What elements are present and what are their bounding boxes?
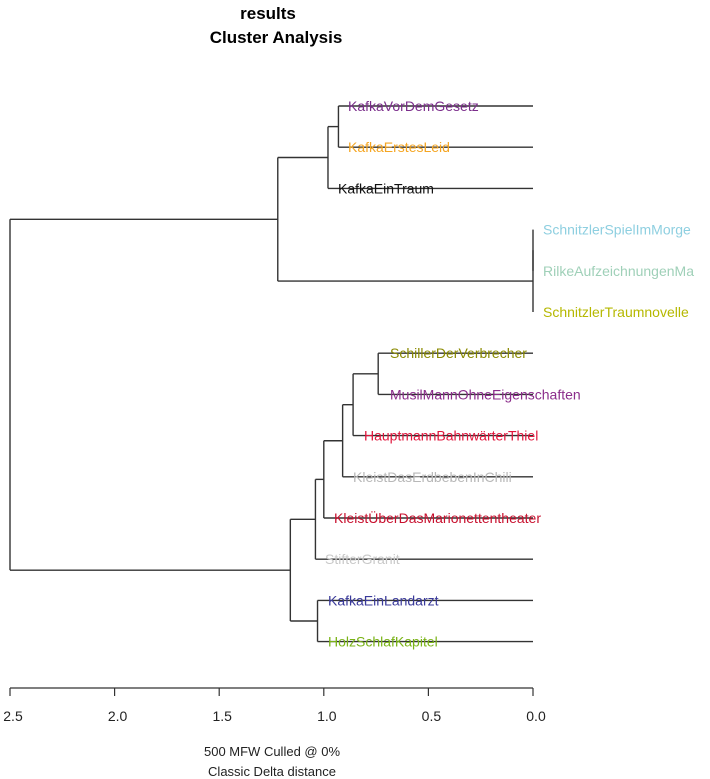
x-tick-label: 0.0	[526, 708, 546, 724]
leaf-label: KafkaErstesLeid	[348, 139, 450, 155]
x-tick-label: 2.0	[108, 708, 128, 724]
x-axis: 2.5 2.0 1.5 1.0 0.5 0.0	[3, 687, 546, 724]
leaf-label: HolzSchlafKapitel	[328, 634, 438, 650]
x-tick-label: 0.5	[422, 708, 442, 724]
dendrogram-branches	[9, 105, 534, 643]
leaf-label: MusilMannOhneEigenschaften	[390, 386, 581, 402]
leaf-label: KleistÜberDasMarionettentheater	[334, 509, 541, 526]
leaf-label: KafkaVorDemGesetz	[348, 98, 479, 114]
leaf-label: KafkaEinLandarzt	[328, 592, 439, 608]
leaf-label: RilkeAufzeichnungenMa	[543, 263, 694, 279]
leaf-labels: KafkaVorDemGesetz KafkaErstesLeid KafkaEin…	[325, 98, 694, 650]
x-tick-label: 1.5	[212, 708, 232, 724]
leaf-label: SchnitzlerTraumnovelle	[543, 304, 689, 320]
leaf-label: SchillerDerVerbrecher	[390, 345, 527, 361]
chart-subtitle: Cluster Analysis	[210, 28, 343, 47]
x-tick-label: 2.5	[3, 708, 23, 724]
leaf-label: StifterGranit	[325, 551, 400, 567]
leaf-label: HauptmannBahnwärterThiel	[364, 428, 538, 444]
x-axis-label-line2: Classic Delta distance	[208, 764, 336, 779]
chart-title: results	[240, 4, 296, 23]
leaf-label: KleistDasErdbebenInChili	[353, 469, 512, 485]
x-tick-label: 1.0	[317, 708, 337, 724]
leaf-label: SchnitzlerSpielImMorge	[543, 222, 691, 238]
leaf-label: KafkaEinTraum	[338, 180, 434, 196]
x-axis-label-line1: 500 MFW Culled @ 0%	[204, 744, 340, 759]
